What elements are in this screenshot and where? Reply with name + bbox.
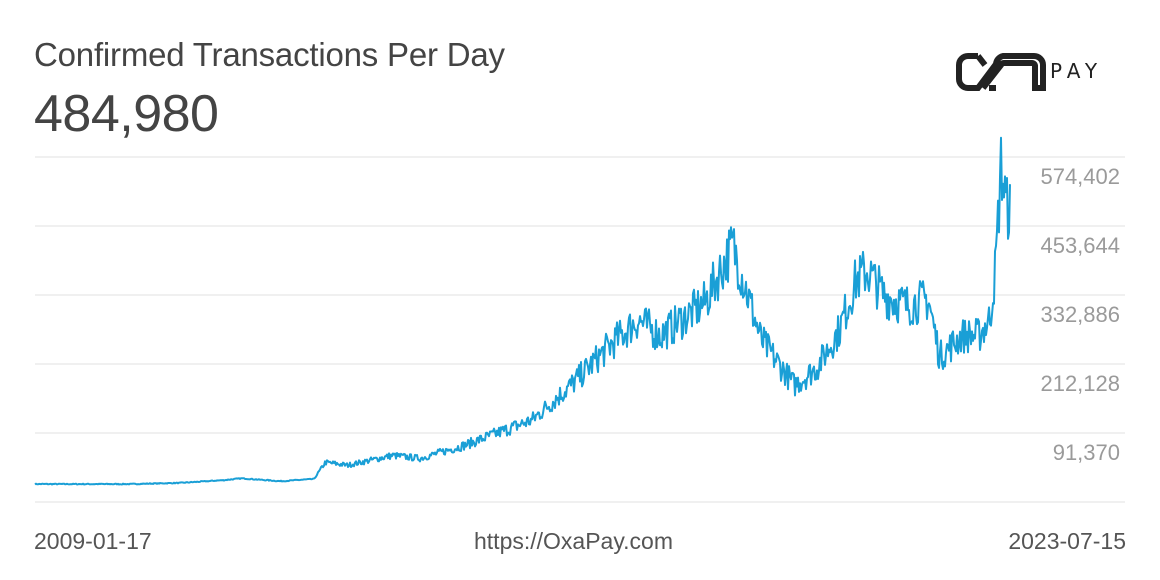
source-link[interactable]: https://OxaPay.com [474,528,673,554]
x-axis-start-date: 2009-01-17 [34,528,152,554]
oxapay-logo-icon [956,53,1046,91]
transactions-line [34,136,1011,486]
gridlines [35,156,1125,503]
y-tick-label: 212,128 [1040,371,1120,396]
y-tick-label: 91,370 [1052,440,1120,465]
y-tick-label: 332,886 [1040,302,1120,327]
logo-pay-text: PAY [1050,59,1104,83]
y-tick-label: 574,402 [1040,164,1120,189]
y-tick-label: 453,644 [1040,233,1120,258]
x-axis-end-date: 2023-07-15 [1008,528,1126,554]
chart-title: Confirmed Transactions Per Day [34,36,505,73]
current-value: 484,980 [34,85,219,143]
